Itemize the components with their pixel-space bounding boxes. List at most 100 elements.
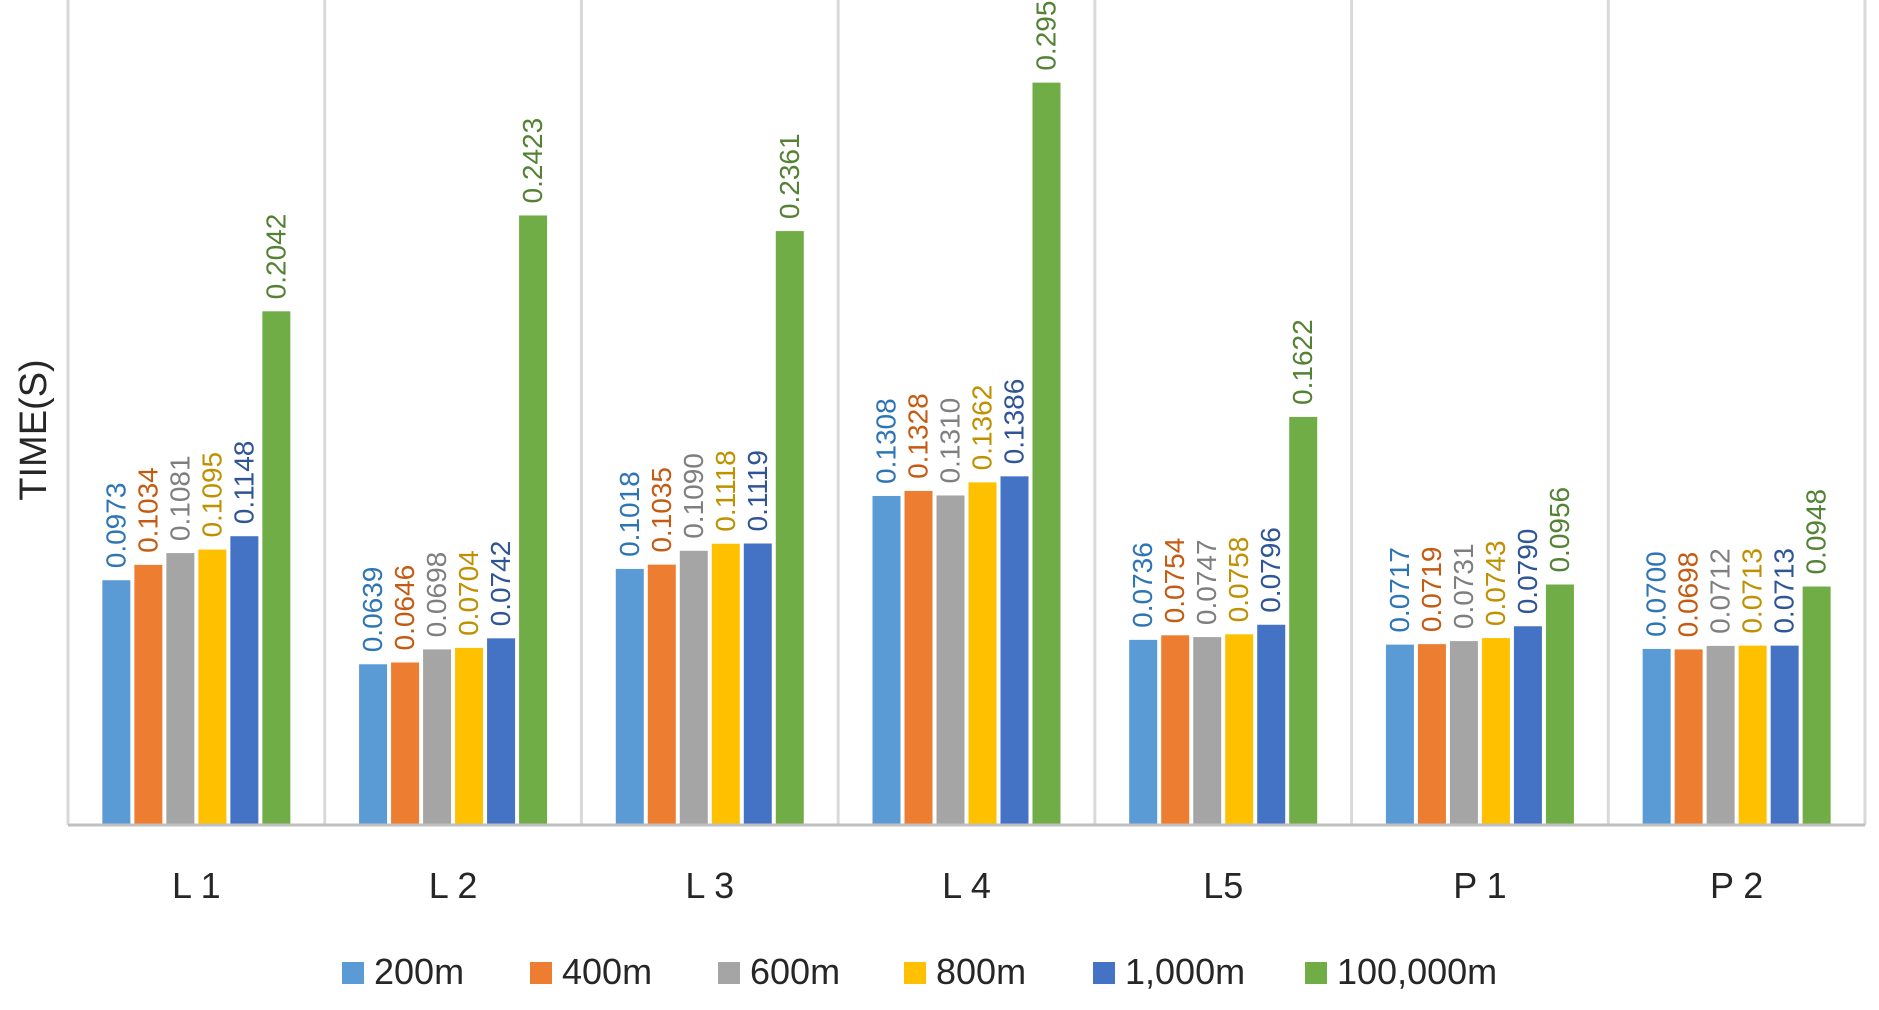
bar-1000m-P1 xyxy=(1513,626,1542,825)
bar-400m-P2 xyxy=(1674,649,1703,825)
value-label: 0.0973 xyxy=(100,483,131,569)
bar-400m-P1 xyxy=(1417,644,1446,825)
category-label: P 1 xyxy=(1453,865,1506,906)
value-label: 0.2423 xyxy=(517,118,548,204)
bar-800m-L4 xyxy=(968,482,997,825)
bar-100000m-L5 xyxy=(1289,416,1318,825)
value-label: 0.0646 xyxy=(389,565,420,651)
value-label: 0.1034 xyxy=(132,467,163,553)
bars-group xyxy=(102,82,1831,826)
bar-800m-L2 xyxy=(455,647,484,825)
legend-swatch xyxy=(1305,962,1327,984)
value-label: 0.1018 xyxy=(614,471,645,557)
bar-1000m-L4 xyxy=(1000,476,1029,825)
value-label: 0.0747 xyxy=(1191,539,1222,625)
value-label: 0.1081 xyxy=(164,455,195,541)
category-label: P 2 xyxy=(1710,865,1763,906)
bar-600m-P2 xyxy=(1706,645,1735,825)
value-label: 0.0639 xyxy=(357,567,388,653)
bar-1000m-P2 xyxy=(1770,645,1799,825)
value-label: 0.1119 xyxy=(742,450,773,531)
value-label: 0.1095 xyxy=(196,452,227,538)
bar-800m-L1 xyxy=(198,549,227,825)
bar-800m-P2 xyxy=(1738,645,1767,825)
bar-1000m-L1 xyxy=(230,536,259,825)
value-label: 0.0948 xyxy=(1801,489,1832,575)
legend-swatch xyxy=(1093,962,1115,984)
value-label: 0.1622 xyxy=(1287,319,1318,405)
value-label: 0.0713 xyxy=(1769,548,1800,634)
bar-400m-L4 xyxy=(904,490,933,825)
value-label: 0.0758 xyxy=(1223,537,1254,623)
value-label: 0.0956 xyxy=(1544,487,1575,573)
value-label: 0.0743 xyxy=(1480,540,1511,626)
category-label: L 3 xyxy=(685,865,734,906)
bar-400m-L2 xyxy=(391,662,420,825)
y-axis-label: TIME(S) xyxy=(13,359,55,500)
bar-200m-L3 xyxy=(615,568,644,825)
legend-swatch xyxy=(904,962,926,984)
bar-1000m-L5 xyxy=(1257,624,1286,825)
value-label: 0.0731 xyxy=(1448,543,1479,629)
value-label: 0.0754 xyxy=(1159,538,1190,624)
bar-1000m-L3 xyxy=(743,543,772,825)
legend-label: 200m xyxy=(374,951,464,992)
category-label: L 1 xyxy=(172,865,221,906)
bar-200m-P2 xyxy=(1642,648,1671,825)
legend-label: 600m xyxy=(750,951,840,992)
legend-label: 400m xyxy=(562,951,652,992)
bar-600m-L3 xyxy=(679,550,708,825)
value-label: 0.0796 xyxy=(1255,527,1286,613)
legend-swatch xyxy=(530,962,552,984)
value-label: 0.0698 xyxy=(421,552,452,638)
value-label: 0.0713 xyxy=(1737,548,1768,634)
bar-600m-P1 xyxy=(1449,641,1478,825)
value-label: 0.0700 xyxy=(1641,551,1672,637)
value-label: 0.1308 xyxy=(871,398,902,484)
bar-100000m-L3 xyxy=(775,231,804,826)
bar-200m-L2 xyxy=(359,664,388,825)
value-label: 0.0717 xyxy=(1384,547,1415,633)
bar-400m-L1 xyxy=(134,564,163,825)
category-label: L 2 xyxy=(429,865,478,906)
legend-label: 100,000m xyxy=(1337,951,1497,992)
value-label: 0.1148 xyxy=(228,441,259,525)
bar-600m-L5 xyxy=(1193,637,1222,825)
value-label: 0.1386 xyxy=(999,379,1030,465)
bar-100000m-P2 xyxy=(1802,586,1831,825)
bar-800m-L3 xyxy=(711,543,740,825)
legend: 200m 400m 600m 800m 1,000m 100,000m xyxy=(342,951,1497,992)
value-label: 0.1035 xyxy=(646,467,677,553)
value-label: 0.1118 xyxy=(710,450,741,531)
value-labels-group: 0.0973 0.1034 0.1081 0.1095 0.1148 0.2042 0.06… xyxy=(100,0,1831,652)
bar-1000m-L2 xyxy=(487,638,516,825)
value-label: 0.1328 xyxy=(903,393,934,479)
bar-600m-L1 xyxy=(166,553,195,825)
value-label: 0.1310 xyxy=(935,398,966,484)
value-label: 0.0736 xyxy=(1127,542,1158,628)
bar-200m-P1 xyxy=(1385,644,1414,825)
bar-100000m-L1 xyxy=(262,311,291,825)
value-label: 0.0712 xyxy=(1705,548,1736,634)
bar-200m-L5 xyxy=(1129,639,1158,825)
legend-swatch xyxy=(342,962,364,984)
legend-swatch xyxy=(718,962,740,984)
category-label: L 4 xyxy=(942,865,991,906)
value-label: 0.0719 xyxy=(1416,546,1447,632)
bar-200m-L4 xyxy=(872,495,901,825)
value-label: 0.2042 xyxy=(260,214,291,300)
value-label: 0.0742 xyxy=(485,541,516,627)
bar-600m-L4 xyxy=(936,495,965,825)
legend-label: 1,000m xyxy=(1125,951,1245,992)
value-label: 0.1362 xyxy=(967,385,998,471)
bar-100000m-L2 xyxy=(519,215,548,826)
bar-600m-L2 xyxy=(423,649,452,825)
bar-800m-P1 xyxy=(1481,638,1510,825)
value-label: 0.2361 xyxy=(774,133,805,219)
bar-100000m-P1 xyxy=(1545,584,1574,825)
bar-800m-L5 xyxy=(1225,634,1254,825)
category-label: L5 xyxy=(1203,865,1243,906)
value-label: 0.0790 xyxy=(1512,529,1543,615)
